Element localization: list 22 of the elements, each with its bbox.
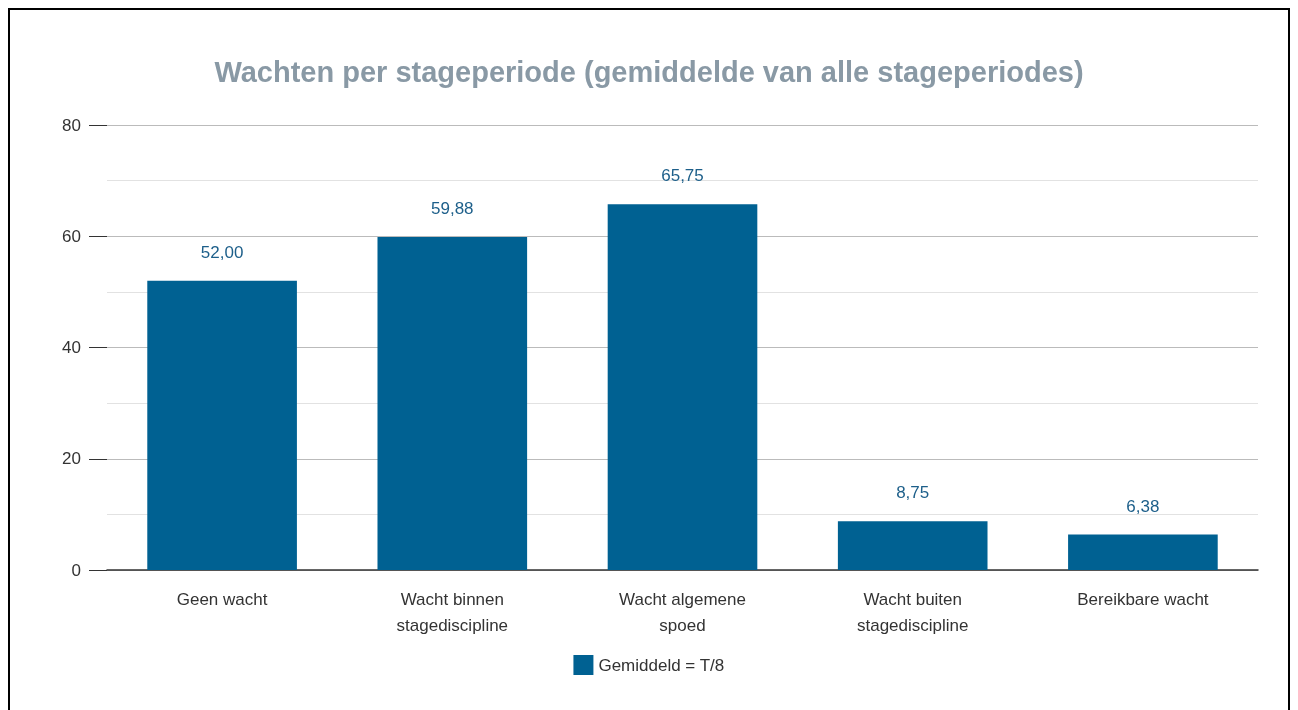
x-tick-label: Wacht binnen stagediscipline <box>396 589 509 635</box>
data-label: 52,00 <box>200 242 244 262</box>
y-tick-label: 20 <box>62 449 81 469</box>
y-tick-label: 80 <box>62 115 81 135</box>
x-tick-label: Wacht algemene spoed <box>619 589 746 635</box>
bar <box>1068 534 1218 570</box>
bar <box>607 204 758 570</box>
x-tick-label: Wacht buiten stagediscipline <box>856 589 969 635</box>
y-tick-label: 60 <box>62 226 81 246</box>
bar <box>377 236 528 570</box>
bar <box>147 280 297 570</box>
data-label: 6,38 <box>1126 496 1160 516</box>
y-tick-label: 40 <box>62 338 81 357</box>
data-label: 59,88 <box>431 198 474 218</box>
x-tick-label: Bereikbare wacht <box>1077 589 1209 609</box>
bar <box>837 521 988 570</box>
x-tick-label: Geen wacht <box>176 589 268 609</box>
legend-label: Gemiddeld = T/8 <box>598 655 725 675</box>
chart-title: Wachten per stageperiode (gemiddelde van alle stageperiodes) <box>214 55 1084 88</box>
y-tick-label: 0 <box>71 560 81 580</box>
data-label: 8,75 <box>896 483 930 503</box>
data-label: 65,75 <box>661 166 704 186</box>
